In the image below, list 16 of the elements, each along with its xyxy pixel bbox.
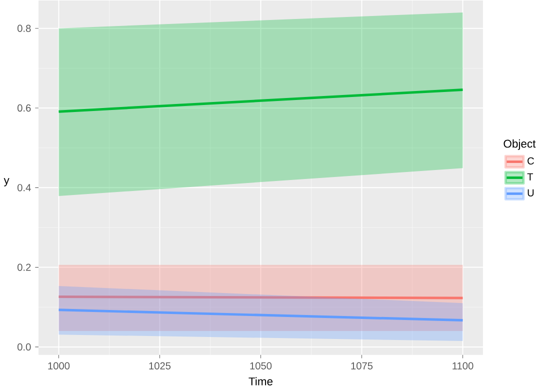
x-tick-label: 1050 bbox=[250, 362, 272, 370]
y-axis-title: y bbox=[4, 178, 10, 186]
y-tick-label: 0.4 bbox=[17, 184, 31, 192]
y-tick-label: 0.0 bbox=[17, 343, 31, 350]
x-axis-title: Time bbox=[248, 377, 273, 386]
legend-label: C bbox=[528, 157, 534, 164]
y-tick-label: 0.6 bbox=[17, 104, 31, 112]
legend-label: U bbox=[528, 189, 534, 196]
y-tick-label: 0.8 bbox=[17, 24, 31, 32]
x-tick-label: 1000 bbox=[48, 362, 70, 370]
legend-label: T bbox=[527, 173, 534, 180]
legend-title: Object bbox=[504, 139, 536, 150]
x-tick-label: 1075 bbox=[351, 362, 373, 370]
x-tick-label: 1025 bbox=[149, 362, 171, 370]
x-tick-label: 1100 bbox=[452, 362, 474, 370]
y-tick-label: 0.2 bbox=[17, 264, 31, 271]
